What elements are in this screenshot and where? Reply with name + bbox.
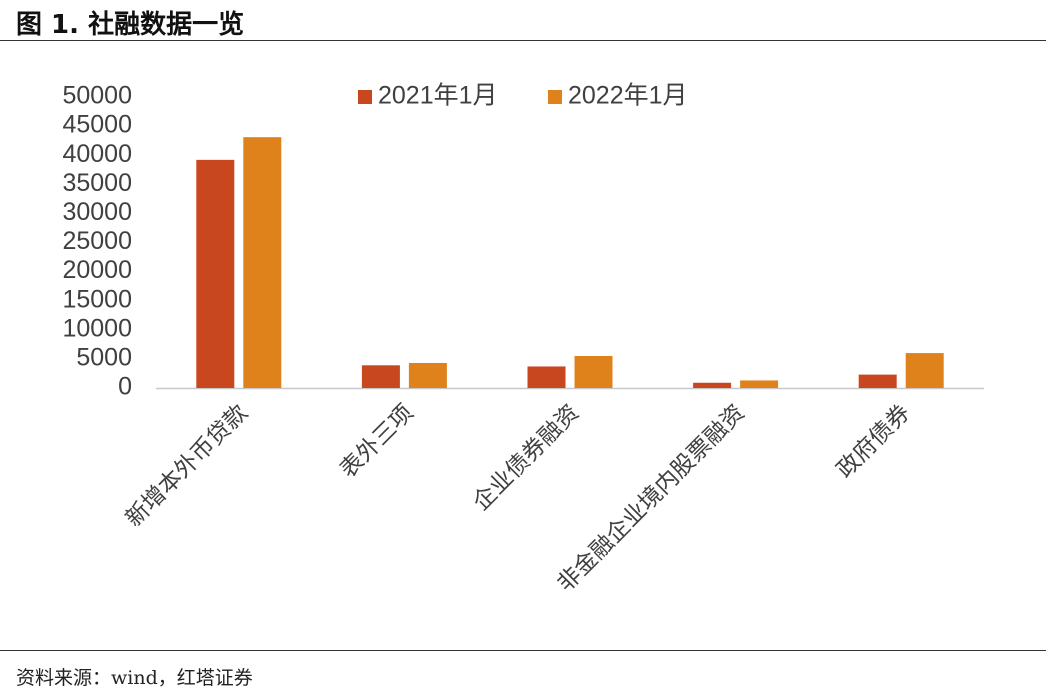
legend-label: 2021年1月 — [378, 82, 498, 110]
y-tick-label: 50000 — [62, 82, 132, 110]
legend-swatch — [358, 90, 372, 104]
y-tick-label: 35000 — [62, 169, 132, 197]
y-tick-label: 15000 — [62, 285, 132, 313]
figure-footer: 资料来源：wind，红塔证券 — [0, 650, 1046, 694]
x-category-label: 非金融企业境内股票融资 — [553, 400, 750, 597]
y-tick-label: 40000 — [62, 140, 132, 168]
bar-1-1 — [196, 159, 235, 388]
y-tick-label: 20000 — [62, 256, 132, 284]
bar-2-5 — [905, 353, 944, 388]
bar-1-5 — [858, 374, 897, 388]
bar-2-3 — [574, 355, 613, 388]
y-tick-label: 5000 — [76, 344, 132, 372]
x-category-label: 新增本外币贷款 — [121, 400, 253, 532]
y-tick-label: 30000 — [62, 198, 132, 226]
bar-2-4 — [740, 380, 779, 388]
bar-1-2 — [361, 365, 400, 388]
figure-header: 图 1. 社融数据一览 — [0, 0, 1046, 41]
y-tick-label: 45000 — [62, 111, 132, 139]
x-category-label: 政府债券 — [832, 400, 915, 483]
legend-swatch — [548, 90, 562, 104]
bar-2-2 — [408, 362, 447, 388]
y-tick-label: 25000 — [62, 227, 132, 255]
y-tick-label: 0 — [118, 373, 132, 401]
bar-1-4 — [693, 382, 732, 388]
y-tick-label: 10000 — [62, 314, 132, 342]
figure-source: 资料来源：wind，红塔证券 — [16, 667, 253, 689]
bar-2-1 — [243, 137, 282, 388]
figure-title: 图 1. 社融数据一览 — [16, 10, 245, 40]
x-category-label: 表外三项 — [335, 400, 418, 483]
x-category-label: 企业债券融资 — [468, 400, 584, 516]
legend-label: 2022年1月 — [568, 82, 688, 110]
bar-1-3 — [527, 366, 566, 388]
